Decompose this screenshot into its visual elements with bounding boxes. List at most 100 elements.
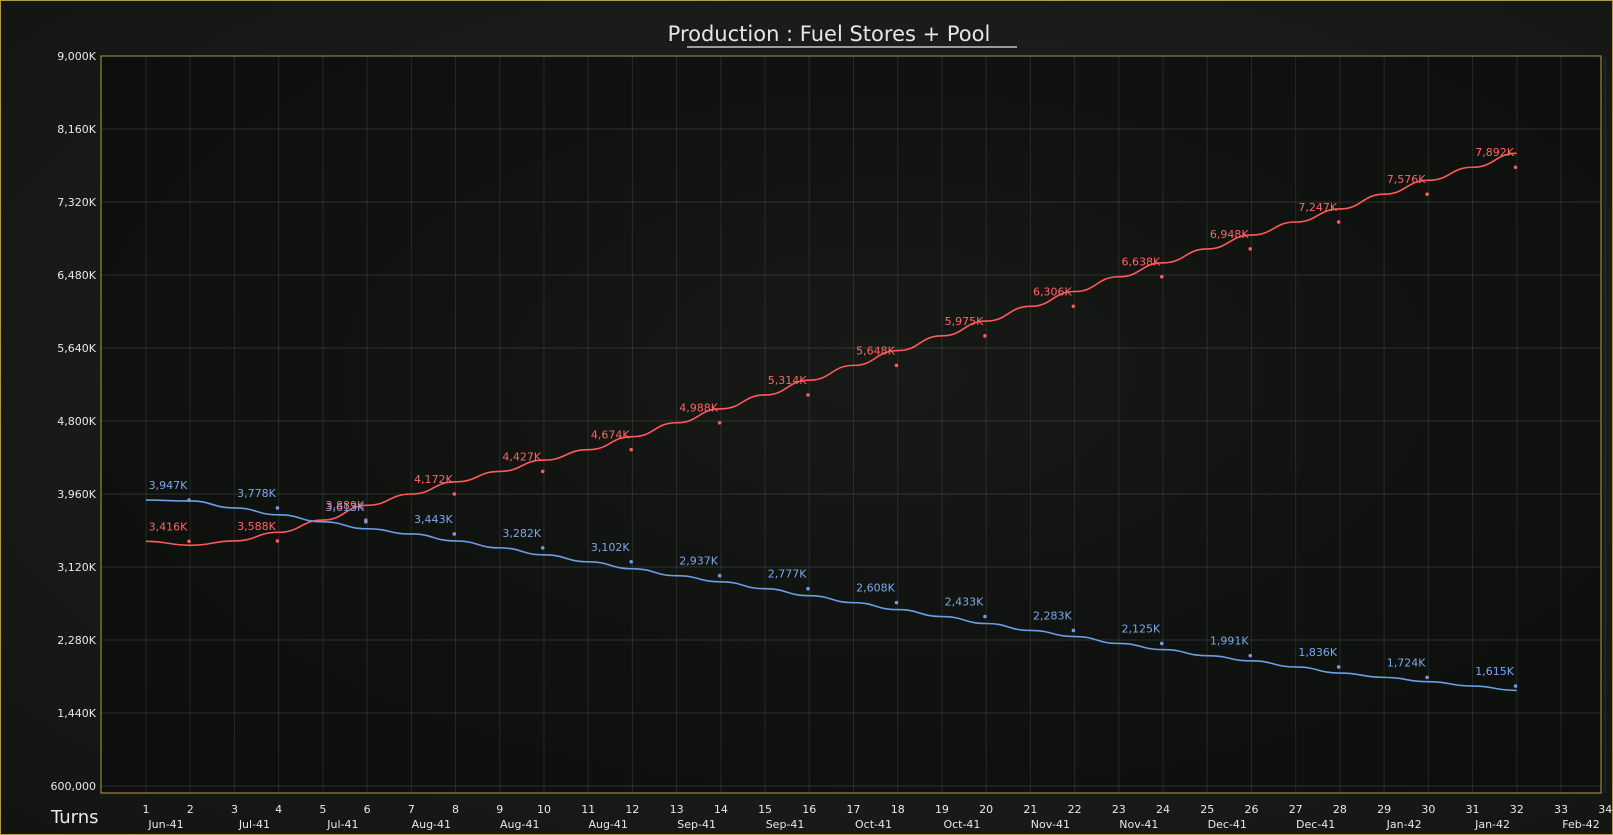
data-point [1160,274,1164,279]
data-point [1513,165,1518,170]
x-date-label: Jan-42 [1386,818,1422,831]
y-axis-ticks: 600,000 1,440K 2,280K 3,120K 3,960K 4,800K 5,6… [51,50,97,793]
x-date-label: Aug-41 [500,818,539,831]
x-tick-label: 5 [319,803,326,816]
data-point [1071,628,1076,633]
data-label: 2,283K [1033,609,1072,622]
x-tick-label: 29 [1377,803,1391,816]
x-tick-label: 23 [1112,803,1126,816]
x-date-label: Oct-41 [855,818,892,831]
x-tick-label: 13 [670,803,684,816]
data-point [1336,220,1341,224]
x-tick-label: 16 [802,803,816,816]
data-point [806,393,810,397]
data-point [1248,247,1253,251]
data-point [717,420,722,425]
x-tick-label: 4 [275,803,282,816]
data-point [983,334,987,338]
data-point [187,539,191,544]
x-date-label: Feb-42 [1562,818,1599,831]
x-tick-label: 26 [1244,803,1258,816]
data-label: 1,991K [1210,635,1249,648]
x-tick-label: 25 [1200,803,1214,816]
x-date-label: Aug-41 [588,818,627,831]
data-label: 2,125K [1121,622,1160,635]
data-point [540,469,545,474]
x-tick-label: 6 [364,803,371,816]
data-label: 2,937K [679,555,718,568]
x-date-label: Aug-41 [412,818,451,831]
data-point [894,600,899,605]
data-label: 6,306K [1033,285,1072,298]
series-line-blue [145,499,1517,692]
data-point [983,614,987,619]
data-point [1160,641,1164,646]
data-point [364,520,368,524]
data-label: 3,416K [149,520,188,533]
data-label: 2,608K [856,582,895,595]
data-label: 4,427K [502,450,541,463]
data-label: 1,615K [1475,665,1514,678]
grid-lines [101,55,1606,793]
data-point [717,573,722,578]
data-label: 3,282K [502,527,541,540]
x-tick-label: 2 [187,803,194,816]
x-tick-label: 18 [891,803,905,816]
x-axis-ticks: 1 2 3 4 5 6 7 8 9 10 11 12 13 14 15 16 17 18 19 20 21 22 23 24 2… [143,803,1613,831]
x-tick-label: 34 [1598,803,1612,816]
data-label: 6,638K [1121,256,1160,269]
y-tick-label: 3,120K [57,561,96,574]
series-layer [145,152,1517,692]
x-tick-label: 1 [143,803,150,816]
x-tick-label: 22 [1068,803,1082,816]
data-label: 1,724K [1387,656,1426,669]
y-tick-label: 4,800K [57,415,96,428]
x-date-label: Jul-41 [238,818,270,831]
x-date-label: Nov-41 [1119,818,1158,831]
data-label: 3,778K [237,487,276,500]
x-tick-label: 33 [1554,803,1568,816]
data-label: 7,576K [1387,173,1426,186]
data-label: 3,947K [149,479,188,492]
y-tick-label: 9,000K [57,50,96,63]
x-date-label: Jan-42 [1474,818,1510,831]
data-label: 4,988K [679,402,718,415]
data-label: 1,836K [1298,646,1337,659]
x-tick-label: 7 [408,803,415,816]
x-tick-label: 21 [1023,803,1037,816]
x-tick-label: 11 [581,803,595,816]
x-date-label: Oct-41 [943,818,980,831]
x-date-label: Nov-41 [1031,818,1070,831]
y-tick-label: 600,000 [51,780,97,793]
data-point [275,506,280,510]
data-point [806,586,810,591]
x-tick-label: 30 [1421,803,1435,816]
x-tick-label: 24 [1156,803,1170,816]
x-date-label: Jul-41 [326,818,358,831]
data-label: 5,314K [768,374,807,387]
y-tick-label: 8,160K [57,123,96,136]
y-tick-label: 2,280K [57,634,96,647]
data-label: 4,674K [591,429,630,442]
data-point [629,559,633,564]
x-tick-label: 12 [625,803,639,816]
x-tick-label: 15 [758,803,772,816]
x-tick-label: 10 [537,803,551,816]
data-labels: 3,416K 3,588K 3,889K 4,172K 4,427K 4,674K 4,98… [149,146,1518,688]
data-label: 3,443K [414,513,453,526]
data-point [1248,653,1253,658]
data-label: 3,613K [326,501,365,514]
data-point [629,447,633,452]
data-label: 3,588K [237,520,276,533]
data-label: 7,247K [1298,201,1337,214]
data-point [452,532,457,536]
data-label: 2,777K [768,568,807,581]
data-point [894,363,899,368]
x-tick-label: 8 [452,803,459,816]
plot-area [100,55,1602,794]
x-date-label: Jun-41 [147,818,183,831]
y-tick-label: 1,440K [57,707,96,720]
data-point [1336,665,1341,669]
